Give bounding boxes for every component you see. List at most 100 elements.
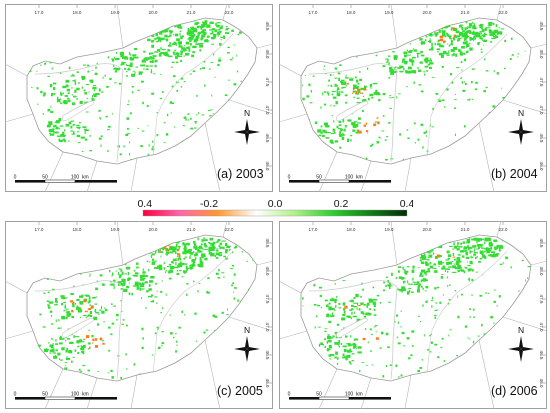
green-patch <box>51 314 53 317</box>
green-patch <box>339 81 344 83</box>
green-patch <box>113 64 115 67</box>
green-patch <box>424 290 427 292</box>
green-patch <box>419 272 423 276</box>
neighbour-border-line <box>228 316 273 332</box>
scale-segment <box>75 397 117 400</box>
latitude-tick-label: 48.5 <box>539 22 544 31</box>
green-patch <box>168 272 171 274</box>
green-patch <box>209 115 212 117</box>
green-patch <box>463 38 466 41</box>
green-patch <box>447 254 451 257</box>
green-patch <box>116 313 119 317</box>
green-patch <box>62 134 66 137</box>
green-patch <box>98 109 101 112</box>
green-patch <box>109 269 111 273</box>
green-patch <box>160 46 162 48</box>
green-patch <box>466 50 469 52</box>
green-patch <box>81 351 84 354</box>
green-patch <box>458 266 462 269</box>
green-patch <box>373 92 378 95</box>
green-patch <box>121 323 124 325</box>
green-patch <box>356 97 360 99</box>
green-patch <box>330 104 332 107</box>
green-patch <box>498 31 501 35</box>
green-patch <box>460 51 462 54</box>
green-patch <box>153 40 155 42</box>
green-patch <box>221 311 224 314</box>
green-patch <box>175 61 179 64</box>
green-patch <box>59 358 60 360</box>
orange-patch <box>436 254 440 258</box>
green-patch <box>182 125 185 127</box>
green-patch <box>409 70 415 73</box>
green-patch <box>406 49 408 52</box>
green-patch <box>494 35 498 37</box>
green-patch <box>490 251 496 254</box>
green-patch <box>432 77 435 78</box>
green-patch <box>483 250 486 253</box>
green-patch <box>331 312 334 316</box>
green-patch <box>450 43 454 46</box>
green-patch <box>58 117 62 122</box>
green-patch <box>36 70 38 72</box>
green-patch <box>328 302 331 305</box>
green-patch <box>472 340 475 344</box>
green-patch <box>211 246 216 249</box>
green-patch <box>302 297 304 300</box>
green-patch <box>365 364 368 366</box>
green-patch <box>190 117 192 120</box>
longitude-tick-label: 22.0 <box>499 10 508 15</box>
green-patch <box>127 272 130 276</box>
green-patch <box>451 54 453 57</box>
orange-patch <box>352 87 355 91</box>
orange-patch <box>83 299 87 303</box>
green-patch <box>452 252 455 256</box>
green-patch <box>323 91 327 93</box>
green-patch <box>461 69 463 72</box>
green-patch <box>496 244 500 248</box>
green-patch <box>132 54 137 57</box>
green-patch <box>349 77 354 79</box>
green-patch <box>388 301 391 303</box>
green-patch <box>330 307 335 311</box>
green-patch <box>327 313 329 316</box>
green-patch <box>463 41 467 45</box>
green-patch <box>429 265 434 269</box>
green-patch <box>314 121 318 124</box>
green-patch <box>406 86 408 88</box>
green-patch <box>346 354 351 358</box>
latitude-ticks: 48.548.047.547.046.546.0 <box>265 239 272 388</box>
green-patch <box>190 30 194 35</box>
green-patch <box>197 34 200 36</box>
green-patch <box>233 273 236 276</box>
green-patch <box>91 97 94 101</box>
green-patch <box>349 309 353 311</box>
green-patch <box>220 39 222 41</box>
green-patch <box>72 73 74 76</box>
green-patch <box>463 32 466 36</box>
green-patch <box>148 288 152 291</box>
green-patch <box>398 93 401 95</box>
map-svg: 17.0 18.0 19.0 20.0 21.0 22.048.548.047.547.0… <box>5 4 273 192</box>
green-patch <box>228 79 231 81</box>
green-patch <box>351 311 353 315</box>
green-patch <box>405 52 407 54</box>
green-patch <box>498 247 501 252</box>
green-patch <box>436 286 440 289</box>
green-patch <box>163 122 166 124</box>
green-patch <box>171 252 174 254</box>
green-patch <box>435 93 439 95</box>
green-patch <box>85 129 89 132</box>
green-patch <box>141 297 143 300</box>
green-patch <box>172 51 175 55</box>
green-patch <box>211 31 214 34</box>
green-patch <box>111 58 115 62</box>
arrow-north <box>245 119 249 132</box>
green-patch <box>199 261 204 265</box>
green-patch <box>422 274 424 278</box>
green-patch <box>93 95 97 97</box>
green-patch <box>434 316 437 319</box>
green-patch <box>71 102 76 106</box>
green-patch <box>342 356 346 359</box>
green-patch <box>408 287 411 290</box>
